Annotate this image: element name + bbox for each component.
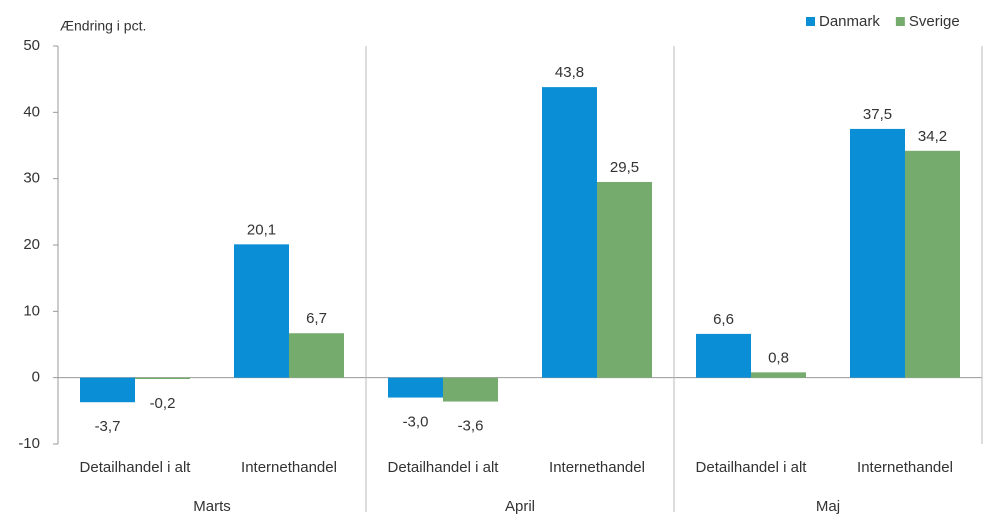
legend-label: Sverige bbox=[909, 13, 960, 30]
y-tick-label: 50 bbox=[23, 37, 40, 54]
x-tick-label: Detailhandel i alt bbox=[80, 459, 192, 476]
x-tick-label: Internethandel bbox=[549, 459, 645, 476]
value-label: 34,2 bbox=[918, 128, 947, 145]
x-tick-label: Internethandel bbox=[241, 459, 337, 476]
y-tick-label: 30 bbox=[23, 170, 40, 187]
value-label: 20,1 bbox=[247, 221, 276, 238]
value-label: 6,6 bbox=[713, 311, 734, 328]
value-label: -0,2 bbox=[150, 395, 176, 412]
group-label: April bbox=[505, 498, 535, 515]
value-label: 43,8 bbox=[555, 64, 584, 81]
x-tick-label: Detailhandel i alt bbox=[696, 459, 808, 476]
x-tick-label: Internethandel bbox=[857, 459, 953, 476]
bar bbox=[597, 181, 652, 378]
value-label: 0,8 bbox=[768, 349, 789, 366]
bar bbox=[696, 333, 751, 378]
legend-swatch bbox=[806, 17, 815, 26]
y-tick-label: 40 bbox=[23, 103, 40, 120]
legend-label: Danmark bbox=[819, 13, 880, 30]
value-label: 37,5 bbox=[863, 106, 892, 123]
bar bbox=[135, 377, 190, 379]
value-label: 6,7 bbox=[306, 310, 327, 327]
bar bbox=[388, 377, 443, 398]
group-label: Maj bbox=[816, 498, 840, 515]
y-tick-label: 20 bbox=[23, 236, 40, 253]
bar bbox=[542, 87, 597, 378]
bar bbox=[443, 377, 498, 402]
bar bbox=[751, 372, 806, 378]
y-tick-label: -10 bbox=[18, 435, 40, 452]
group-label: Marts bbox=[193, 498, 231, 515]
y-tick-label: 0 bbox=[32, 369, 40, 386]
value-label: 29,5 bbox=[610, 159, 639, 176]
y-tick-label: 10 bbox=[23, 302, 40, 319]
value-label: -3,7 bbox=[95, 418, 121, 435]
bar bbox=[234, 244, 289, 378]
y-axis-label: Ændring i pct. bbox=[60, 18, 146, 34]
bar bbox=[80, 377, 135, 403]
bar bbox=[905, 150, 960, 378]
value-label: -3,0 bbox=[403, 414, 429, 431]
bar bbox=[850, 128, 905, 378]
bar bbox=[289, 333, 344, 378]
x-tick-label: Detailhandel i alt bbox=[388, 459, 500, 476]
value-label: -3,6 bbox=[458, 418, 484, 435]
legend-swatch bbox=[895, 17, 905, 26]
